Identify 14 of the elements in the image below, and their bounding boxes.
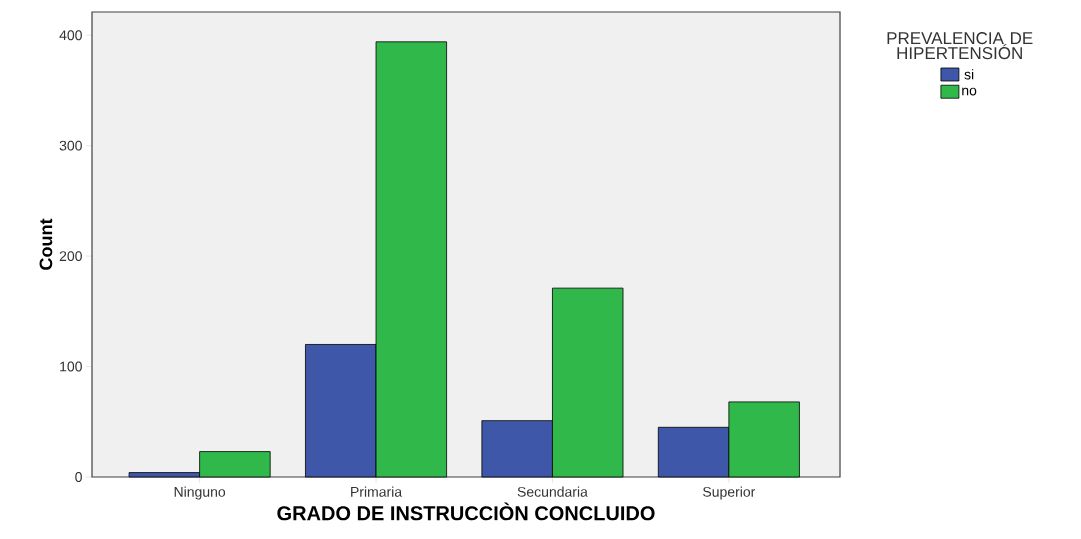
y-tick-label: 200 bbox=[59, 251, 82, 262]
x-tick-label: Superior bbox=[703, 486, 756, 500]
y-axis-title: Count bbox=[39, 218, 53, 270]
y-tick-label: 400 bbox=[59, 30, 82, 41]
x-tick-label: Primaria bbox=[351, 486, 403, 497]
legend-label: si bbox=[964, 69, 974, 80]
x-axis-title: GRADO DE INSTRUCCIÒN CONCLUIDO bbox=[277, 502, 655, 521]
y-tick-label: 100 bbox=[60, 361, 82, 372]
y-tick-label: 300 bbox=[59, 140, 82, 151]
legend-title: PREVALENCIA DE HIPERTENSIÓN bbox=[887, 32, 1033, 60]
x-tick-label: Secundaria bbox=[517, 486, 588, 497]
y-tick-label: 0 bbox=[75, 472, 82, 482]
legend-label: no bbox=[962, 87, 977, 96]
x-tick-label: Ninguno bbox=[174, 486, 226, 500]
